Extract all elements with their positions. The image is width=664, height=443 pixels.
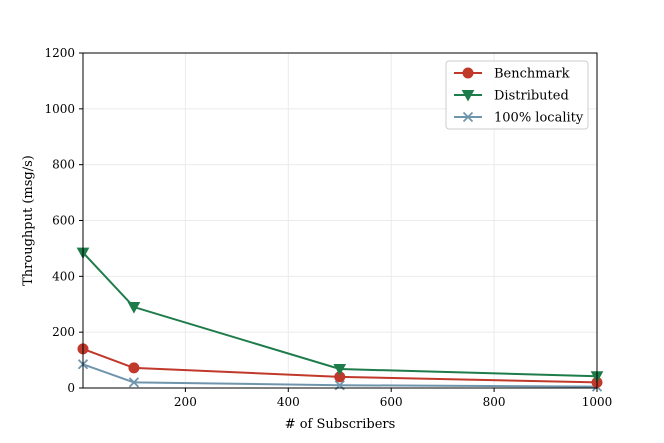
x-axis-label: # of Subscribers bbox=[285, 417, 396, 432]
series-line bbox=[82, 251, 598, 378]
y-tick-label: 0 bbox=[67, 381, 75, 395]
data-point bbox=[127, 302, 141, 314]
x-tick-label: 1000 bbox=[582, 395, 613, 409]
legend-label: 100% locality bbox=[494, 111, 584, 126]
series-distributed bbox=[76, 247, 604, 383]
y-tick-label: 600 bbox=[52, 214, 75, 228]
y-tick-label: 1200 bbox=[44, 46, 75, 60]
y-tick-label: 1000 bbox=[44, 102, 75, 116]
data-point bbox=[333, 364, 347, 376]
series-layer bbox=[76, 247, 604, 392]
x-tick-label: 200 bbox=[174, 395, 197, 409]
y-tick-label: 800 bbox=[52, 158, 75, 172]
legend-label: Benchmark bbox=[494, 67, 570, 82]
series-line bbox=[82, 347, 598, 384]
marker-stroke bbox=[128, 377, 140, 388]
legend-swatch-marker bbox=[461, 90, 475, 102]
y-tick-label: 200 bbox=[52, 325, 75, 339]
legend-item: 100% locality bbox=[454, 111, 584, 126]
x-axis-ticks: 200 400 600 800 1000 bbox=[174, 388, 612, 409]
legend: Benchmark Distributed 100% locality bbox=[445, 60, 589, 130]
series-line bbox=[82, 363, 598, 388]
legend-item: Distributed bbox=[454, 89, 569, 104]
data-point bbox=[128, 377, 140, 388]
y-tick-label: 400 bbox=[52, 269, 75, 283]
y-axis-ticks: 0 200 400 600 800 1000 1200 bbox=[44, 46, 83, 395]
x-tick-label: 800 bbox=[483, 395, 506, 409]
legend-swatch-marker bbox=[462, 67, 474, 79]
x-tick-label: 400 bbox=[277, 395, 300, 409]
legend-box bbox=[445, 60, 589, 130]
legend-swatch-marker bbox=[462, 111, 474, 123]
data-point bbox=[128, 362, 140, 374]
legend-item: Benchmark bbox=[454, 67, 570, 82]
marker-stroke bbox=[462, 111, 474, 123]
y-axis-label: Throughput (msg/s) bbox=[21, 155, 36, 286]
x-tick-label: 600 bbox=[380, 395, 403, 409]
legend-label: Distributed bbox=[494, 89, 569, 104]
